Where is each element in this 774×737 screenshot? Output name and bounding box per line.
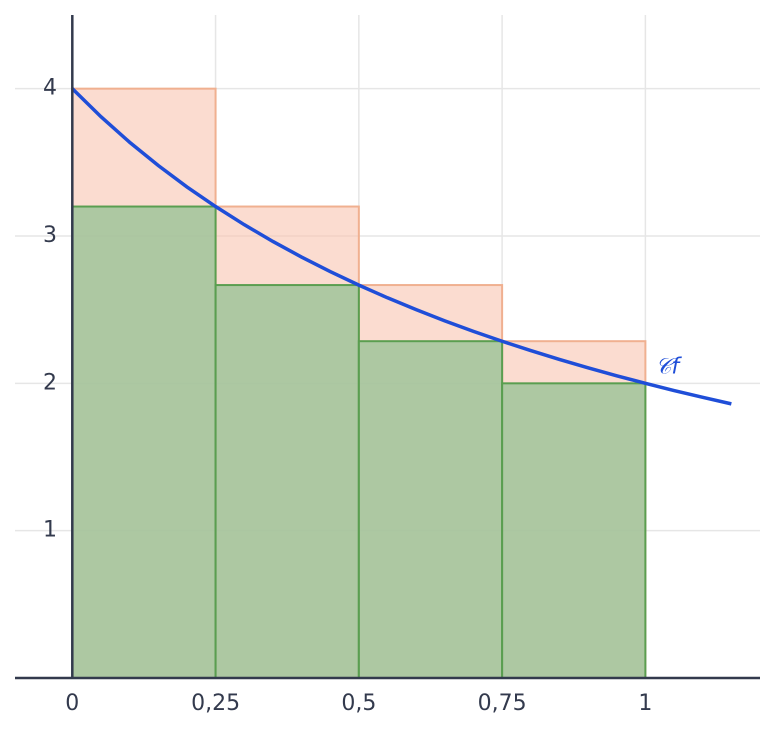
curve <box>71 87 732 406</box>
y-tick-label: 2 <box>43 370 57 395</box>
x-tick-label: 0,5 <box>341 691 376 716</box>
y-tick-label: 4 <box>43 76 57 101</box>
lower-rect <box>71 205 217 680</box>
lower-rect <box>214 284 360 679</box>
x-tick-label: 0,75 <box>478 691 527 716</box>
x-tick-label: 1 <box>638 691 652 716</box>
lower-rect <box>357 340 504 679</box>
y-tick-label: 1 <box>43 518 57 543</box>
x-tick-label: 0,25 <box>191 691 240 716</box>
lower-rect <box>501 382 647 679</box>
x-tick-label: 0 <box>65 691 79 716</box>
y-tick-label: 3 <box>43 223 57 248</box>
curve-label: 𝒞f <box>655 354 682 379</box>
